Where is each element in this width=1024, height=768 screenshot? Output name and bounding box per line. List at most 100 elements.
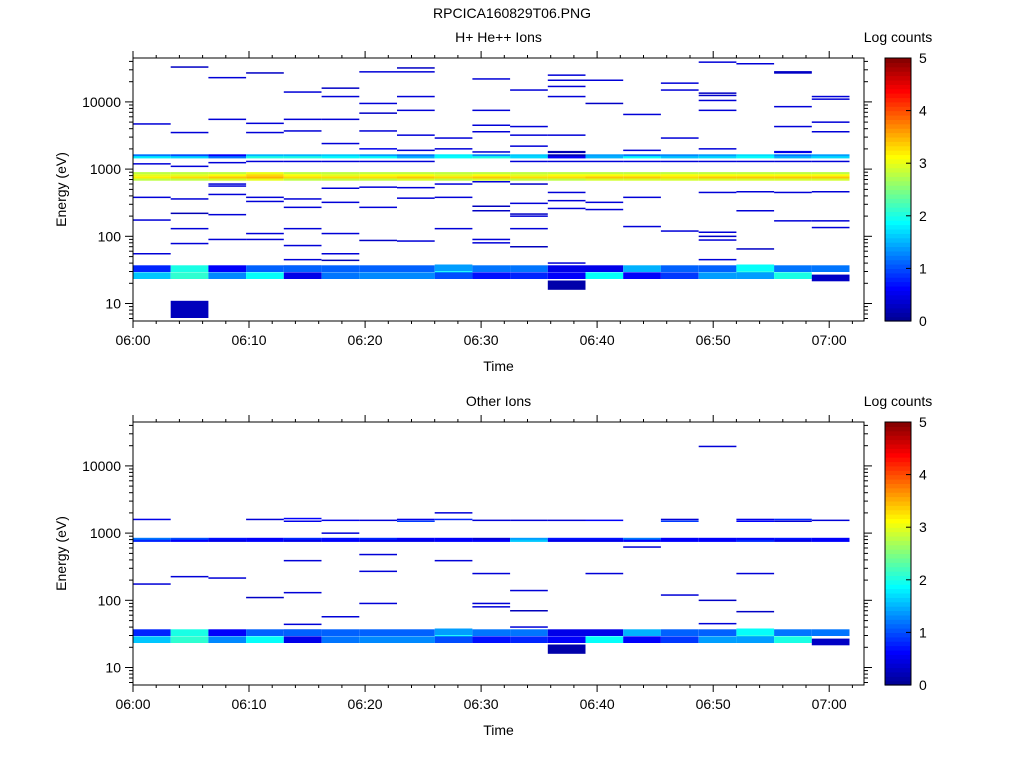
energy-line-cell [170, 227, 209, 230]
colorbar-cell [885, 676, 911, 682]
x-tick-label: 06:40 [580, 332, 615, 348]
energy-band-cell [359, 178, 397, 181]
energy-band-cell [321, 539, 360, 542]
colorbar-cell [885, 163, 911, 169]
x-tick-label: 07:00 [812, 332, 847, 348]
energy-line-cell [208, 161, 247, 164]
colorbar-cell [885, 575, 911, 581]
energy-line-cell [510, 610, 548, 612]
energy-line-cell [585, 160, 624, 163]
low-energy-cell [811, 638, 850, 646]
colorbar-label: Log counts [864, 29, 933, 45]
energy-band-cell [698, 156, 737, 159]
energy-band-cell [359, 156, 397, 159]
colorbar-cell [885, 606, 911, 612]
energy-band-cell [698, 176, 737, 179]
low-energy-cell [736, 636, 775, 643]
colorbar-cell [885, 202, 911, 208]
energy-band-cell [660, 176, 699, 179]
y-tick-label: 1000 [90, 525, 121, 541]
colorbar-cell [885, 141, 911, 147]
energy-band-cell [811, 154, 850, 157]
energy-line-cell [510, 519, 548, 522]
colorbar-cell [885, 531, 911, 537]
energy-band-cell [434, 539, 473, 542]
energy-band-cell [170, 537, 209, 540]
energy-band-cell [434, 174, 473, 177]
colorbar-cell [885, 75, 911, 81]
energy-line-cell [208, 76, 247, 79]
energy-band-cell [698, 172, 737, 175]
energy-line-cell [698, 599, 737, 602]
energy-line-cell [208, 238, 247, 241]
energy-line-cell [472, 210, 511, 212]
energy-band-cell [133, 537, 171, 540]
energy-line-cell [283, 244, 322, 247]
colorbar-cell [885, 106, 911, 112]
energy-line-cell [774, 125, 812, 128]
energy-band-cell [585, 537, 624, 540]
colorbar-cell [885, 88, 911, 94]
energy-band-cell [170, 174, 209, 177]
energy-line-cell [698, 148, 737, 150]
energy-line-cell [660, 82, 699, 84]
colorbar-cell [885, 128, 911, 134]
energy-line-cell [208, 193, 247, 196]
colorbar-cell [885, 119, 911, 125]
energy-band-cell [321, 537, 360, 540]
energy-line-cell [321, 232, 360, 235]
low-energy-cell [472, 272, 511, 279]
energy-line-cell [774, 105, 812, 108]
low-energy-cell [397, 629, 435, 636]
energy-line-cell [397, 518, 435, 521]
colorbar-tick-label: 3 [919, 155, 927, 171]
energy-band-cell [397, 537, 435, 540]
colorbar-cell [885, 426, 911, 432]
low-energy-cell [246, 272, 284, 279]
energy-band-cell [736, 156, 775, 159]
colorbar-tick-label: 2 [919, 572, 927, 588]
colorbar-cell [885, 619, 911, 625]
energy-band-cell [397, 178, 435, 181]
heatmap-cells [133, 61, 850, 318]
x-tick-label: 06:20 [348, 332, 383, 348]
energy-band-cell [623, 172, 661, 175]
energy-line-cell [170, 575, 209, 578]
low-energy-cell [660, 272, 699, 279]
colorbar-tick-label: 0 [919, 677, 927, 693]
low-energy-cell [736, 264, 775, 272]
energy-line-cell [246, 196, 284, 199]
energy-line-cell [660, 520, 699, 522]
energy-band-cell [510, 537, 548, 540]
low-energy-cell [359, 265, 397, 272]
energy-line-cell [811, 98, 850, 100]
colorbar-cell [885, 185, 911, 191]
colorbar-cell [885, 207, 911, 213]
energy-band-cell [170, 156, 209, 159]
energy-band-cell [547, 176, 586, 179]
x-tick-label: 06:10 [232, 332, 267, 348]
energy-band-cell [736, 178, 775, 181]
low-energy-cell [736, 628, 775, 636]
colorbar-cell [885, 439, 911, 445]
colorbar-cell [885, 478, 911, 484]
colorbar-cell [885, 492, 911, 498]
low-energy-cell [698, 272, 737, 279]
energy-line-cell [585, 572, 624, 575]
colorbar-cell [885, 592, 911, 598]
energy-band-cell [547, 537, 586, 540]
colorbar-cell [885, 474, 911, 480]
colorbar-cell [885, 233, 911, 239]
colorbar-frame [884, 421, 912, 686]
colorbar-tick-label: 3 [919, 519, 927, 535]
x-tick-label: 06:30 [464, 332, 499, 348]
energy-line-cell [359, 102, 397, 105]
energy-band-cell [585, 176, 624, 179]
colorbar-cell [885, 614, 911, 620]
low-energy-cell [698, 629, 737, 636]
colorbar-tick-label: 1 [919, 260, 927, 276]
energy-line-cell [736, 160, 775, 163]
energy-line-cell [698, 622, 737, 625]
energy-band-cell [208, 178, 247, 181]
energy-band-cell [434, 156, 473, 159]
